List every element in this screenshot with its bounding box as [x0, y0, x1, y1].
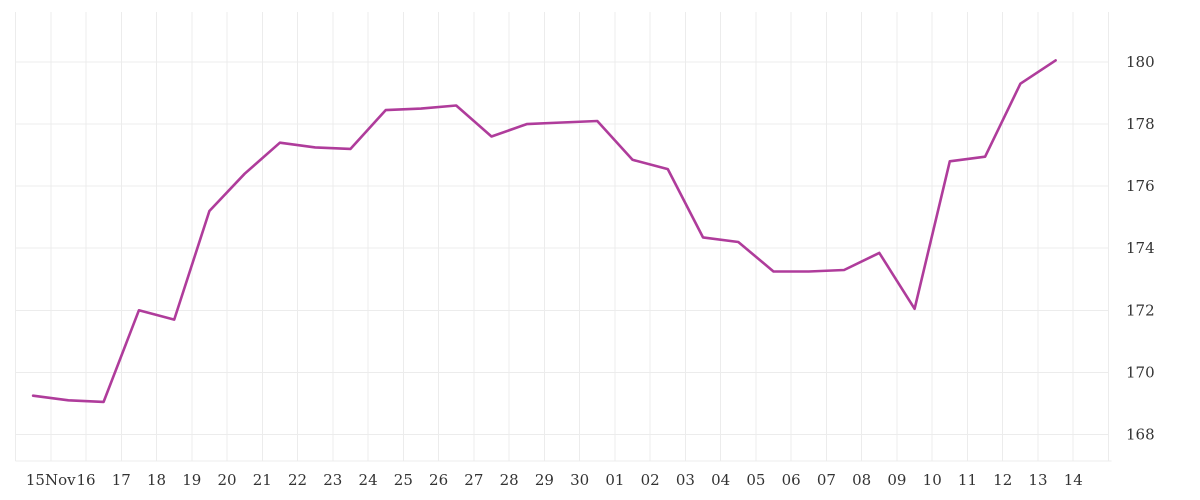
x-axis-label: 25: [394, 471, 413, 489]
y-axis-label: 176: [1126, 177, 1155, 195]
x-axis-label: 15Nov: [26, 471, 76, 489]
x-axis-label: 24: [359, 471, 378, 489]
x-axis-label: 10: [923, 471, 942, 489]
x-axis-label: 08: [852, 471, 871, 489]
x-axis-label: 14: [1064, 471, 1083, 489]
y-axis-label: 180: [1126, 53, 1155, 71]
y-axis-label: 178: [1126, 115, 1155, 133]
x-axis-label: 20: [218, 471, 237, 489]
x-axis-label: 29: [535, 471, 554, 489]
y-axis-label: 170: [1126, 363, 1155, 381]
y-axis-label: 168: [1126, 425, 1155, 443]
x-axis-label: 13: [1028, 471, 1047, 489]
x-axis-label: 28: [500, 471, 519, 489]
y-axis-label: 174: [1126, 239, 1155, 257]
x-axis-label: 02: [641, 471, 660, 489]
y-axis-label: 172: [1126, 301, 1155, 319]
x-axis-label: 17: [112, 471, 131, 489]
x-axis-label: 01: [605, 471, 624, 489]
x-axis-label: 04: [711, 471, 730, 489]
x-axis-label: 19: [182, 471, 201, 489]
x-axis-label: 21: [253, 471, 272, 489]
price-series-line: [31, 59, 1057, 404]
x-axis-label: 09: [887, 471, 906, 489]
x-axis-label: 27: [464, 471, 483, 489]
x-axis-label: 26: [429, 471, 448, 489]
x-axis-label: 11: [958, 471, 977, 489]
x-axis-label: 18: [147, 471, 166, 489]
x-axis-label: 16: [76, 471, 95, 489]
x-axis-label: 06: [782, 471, 801, 489]
x-axis-label: 12: [993, 471, 1012, 489]
x-axis-label: 30: [570, 471, 589, 489]
x-axis-label: 07: [817, 471, 836, 489]
x-axis-label: 05: [746, 471, 765, 489]
x-axis-label: 03: [676, 471, 695, 489]
x-axis-label: 22: [288, 471, 307, 489]
x-axis-label: 23: [323, 471, 342, 489]
